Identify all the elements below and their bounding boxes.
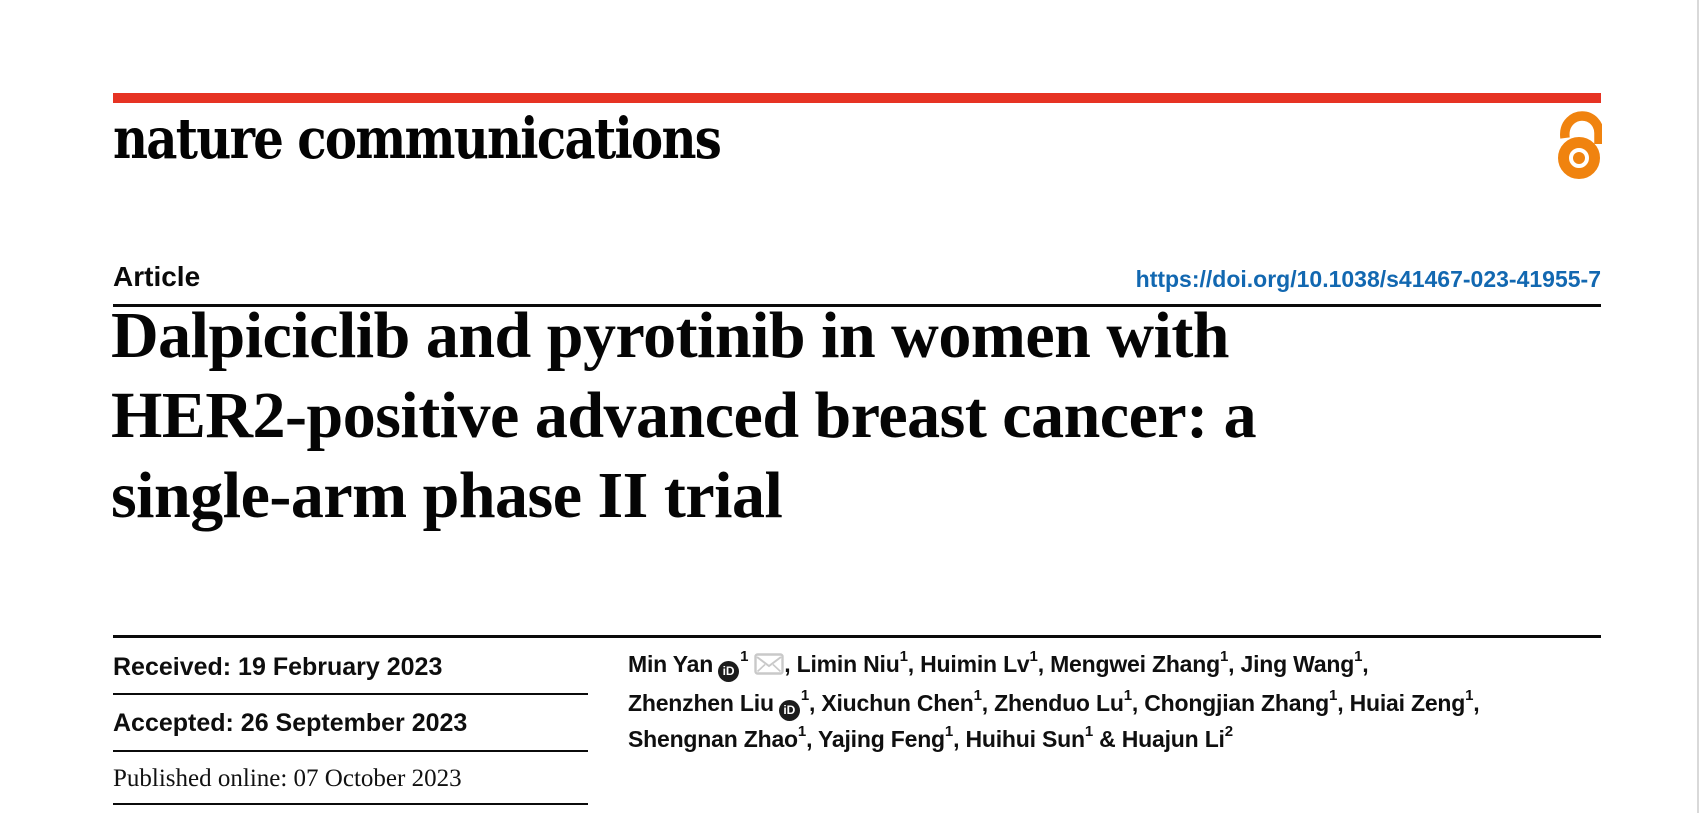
accepted-date: Accepted: 26 September 2023: [113, 709, 468, 737]
author-affiliation-sup: 1: [1354, 648, 1363, 666]
author-affiliation-sup: 1: [899, 648, 908, 666]
author-name: , Limin Niu: [784, 651, 900, 677]
author-name: , Mengwei Zhang: [1037, 651, 1220, 677]
author-name: Min Yan: [628, 651, 714, 677]
author-name: , Jing Wang: [1228, 651, 1355, 677]
author-line: Zhenzhen Liu iD1, Xiuchun Chen1, Zhenduo …: [628, 685, 1588, 721]
author-affiliation-sup: 1: [1219, 648, 1229, 666]
journal-logo: nature communications: [113, 106, 722, 172]
doi-link[interactable]: https://doi.org/10.1038/s41467-023-41955…: [1135, 266, 1601, 292]
orcid-icon[interactable]: iD: [718, 661, 740, 682]
mail-icon[interactable]: [754, 649, 784, 685]
authors-block: Min Yan iD1 , Limin Niu1, Huimin Lv1, Men…: [628, 646, 1588, 757]
page-edge-line: [1697, 0, 1699, 813]
author-affiliation-sup: 1: [1123, 687, 1132, 705]
author-name: Shengnan Zhao: [628, 726, 798, 752]
author-name: , Huihui Sun: [953, 726, 1085, 752]
author-line: Min Yan iD1 , Limin Niu1, Huimin Lv1, Men…: [628, 646, 1588, 685]
author-name: & Huajun Li: [1092, 726, 1225, 752]
author-name: , Huimin Lv: [907, 651, 1030, 677]
article-title-line: HER2-positive advanced breast cancer: a: [111, 379, 1257, 452]
date-row-divider: [113, 803, 588, 805]
author-affiliation-sup: 1: [944, 723, 954, 741]
author-name: Zhenzhen Liu: [628, 690, 774, 716]
article-kicker: Article: [113, 261, 201, 292]
author-affiliation-sup: 1: [797, 723, 807, 741]
received-date: Received: 19 February 2023: [113, 653, 443, 681]
article-title: Dalpiciclib and pyrotinib in women with …: [111, 296, 1257, 536]
author-name: ,: [1362, 651, 1369, 677]
article-divider: [113, 304, 1601, 307]
open-access-icon: [1558, 111, 1602, 179]
author-affiliation-sup: 1: [740, 648, 749, 666]
date-row-divider: [113, 750, 588, 752]
author-name: , Huiai Zeng: [1337, 690, 1466, 716]
author-affiliation-sup: 1: [1329, 687, 1338, 705]
author-affiliation-sup: 1: [1084, 723, 1093, 741]
date-row-divider: [113, 693, 588, 695]
author-affiliation-sup: 1: [800, 687, 809, 705]
author-name: , Yajing Feng: [806, 726, 945, 752]
author-line: Shengnan Zhao1, Yajing Feng1, Huihui Sun…: [628, 721, 1588, 757]
header-divider: [113, 635, 1601, 638]
author-name: ,: [1473, 690, 1480, 716]
article-title-line: Dalpiciclib and pyrotinib in women with: [111, 299, 1230, 372]
article-title-line: single-arm phase II trial: [111, 459, 783, 532]
author-affiliation-sup: 1: [1029, 648, 1038, 666]
orcid-icon[interactable]: iD: [778, 700, 800, 721]
brand-red-bar: [113, 93, 1601, 103]
published-date: Published online: 07 October 2023: [113, 765, 462, 792]
author-affiliation-sup: 1: [1465, 687, 1474, 705]
author-affiliation-sup: 1: [973, 687, 982, 705]
author-affiliation-sup: 2: [1224, 723, 1233, 741]
author-name: , Xiuchun Chen: [808, 690, 974, 716]
author-name: , Chongjian Zhang: [1131, 690, 1330, 716]
author-name: , Zhenduo Lu: [981, 690, 1124, 716]
